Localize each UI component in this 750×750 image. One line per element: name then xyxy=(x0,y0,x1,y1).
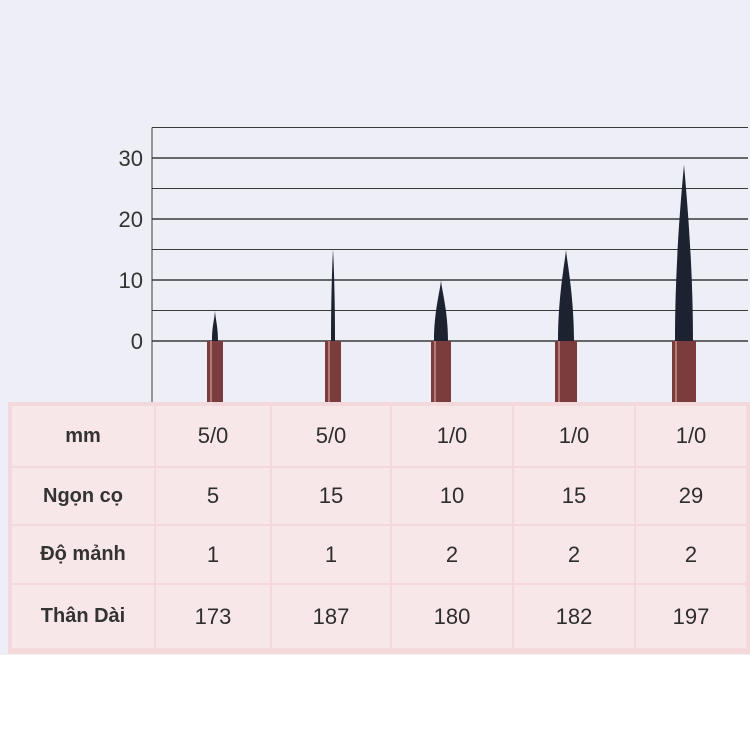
brush-bar xyxy=(431,280,451,405)
brush-bristle xyxy=(331,249,335,341)
y-tick-label: 0 xyxy=(131,329,143,354)
table-cell: 5/0 xyxy=(272,406,390,466)
chart-grid xyxy=(151,127,748,405)
spec-table: mm 5/0 5/0 1/0 1/0 1/0 Ngọn cọ 5 15 10 15 29 Độ mảnh… xyxy=(8,402,750,654)
brush-bristle xyxy=(434,280,448,341)
table-cell: 197 xyxy=(636,585,746,648)
table-cell: 187 xyxy=(272,585,390,648)
brush-series xyxy=(207,164,696,405)
brush-ferrule-highlight xyxy=(434,341,436,405)
brush-tip-chart: 0 10 20 30 xyxy=(119,127,748,405)
row-label: Ngọn cọ xyxy=(12,468,154,524)
table-cell: 2 xyxy=(514,526,634,583)
table-cell: 180 xyxy=(392,585,512,648)
brush-ferrule-highlight xyxy=(210,341,212,405)
brush-bar xyxy=(672,164,696,405)
brush-bar xyxy=(555,249,577,405)
brush-ferrule-highlight xyxy=(675,341,677,405)
table-cell: 29 xyxy=(636,468,746,524)
brush-ferrule xyxy=(555,341,577,405)
row-label: Độ mảnh xyxy=(12,526,154,583)
brush-ferrule xyxy=(207,341,223,405)
brush-bristle xyxy=(675,164,693,341)
bottom-margin xyxy=(0,655,750,750)
brush-bar xyxy=(207,310,223,405)
brush-bar xyxy=(325,249,341,405)
y-tick-label: 30 xyxy=(119,146,143,171)
y-tick-label: 20 xyxy=(119,207,143,232)
y-axis-ticks: 0 10 20 30 xyxy=(119,146,143,354)
table-cell: 15 xyxy=(272,468,390,524)
brush-bristle xyxy=(212,310,218,341)
table-cell: 10 xyxy=(392,468,512,524)
table-cell: 173 xyxy=(156,585,270,648)
table-cell: 1/0 xyxy=(392,406,512,466)
brush-ferrule-highlight xyxy=(558,341,560,405)
brush-ferrule xyxy=(325,341,341,405)
table-cell: 15 xyxy=(514,468,634,524)
table-cell: 2 xyxy=(636,526,746,583)
table-cell: 182 xyxy=(514,585,634,648)
table-cell: 5 xyxy=(156,468,270,524)
brush-bristle xyxy=(558,249,574,341)
table-cell: 2 xyxy=(392,526,512,583)
table-cell: 1/0 xyxy=(514,406,634,466)
table-cell: 1 xyxy=(156,526,270,583)
table-cell: 1 xyxy=(272,526,390,583)
brush-ferrule-highlight xyxy=(328,341,330,405)
row-label: Thân Dài xyxy=(12,585,154,648)
table-cell: 5/0 xyxy=(156,406,270,466)
y-tick-label: 10 xyxy=(119,268,143,293)
row-label: mm xyxy=(12,406,154,466)
table-cell: 1/0 xyxy=(636,406,746,466)
